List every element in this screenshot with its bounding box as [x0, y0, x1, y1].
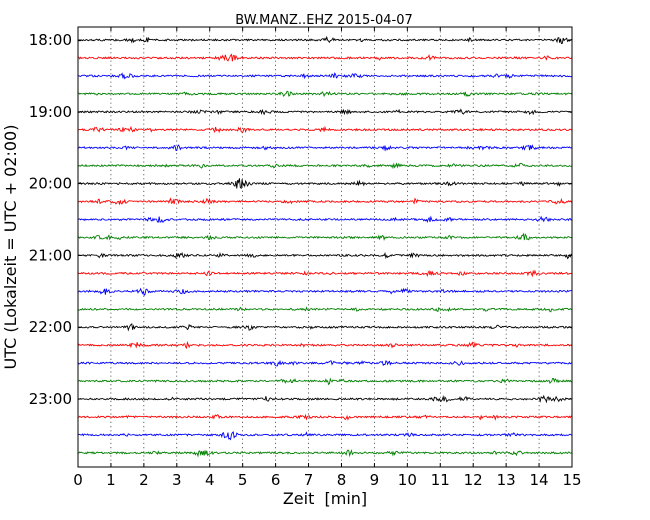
- x-tick-label: 1: [106, 471, 116, 489]
- trace-line: [77, 90, 573, 98]
- x-tick-label: 12: [464, 471, 483, 489]
- traces-group: [77, 35, 573, 458]
- x-tick-label: 2: [139, 471, 149, 489]
- trace-line: [77, 144, 573, 152]
- trace-line: [77, 449, 573, 458]
- trace-line: [77, 413, 573, 421]
- x-tick-label: 6: [271, 471, 281, 489]
- x-tick-label: 4: [205, 471, 215, 489]
- trace-line: [77, 178, 573, 190]
- x-tick-label: 8: [337, 471, 347, 489]
- trace-line: [77, 269, 573, 278]
- x-tick-label: 14: [530, 471, 549, 489]
- x-tick-label: 11: [431, 471, 450, 489]
- trace-line: [77, 377, 573, 386]
- trace-line: [77, 287, 573, 297]
- x-tick-label: 5: [238, 471, 248, 489]
- x-tick-label: 7: [304, 471, 314, 489]
- y-tick-label: 19:00: [29, 103, 72, 121]
- trace-line: [77, 431, 573, 441]
- trace-line: [77, 215, 573, 223]
- trace-line: [77, 359, 573, 367]
- trace-line: [77, 197, 573, 206]
- y-tick-label: 20:00: [29, 175, 72, 193]
- x-tick-label: 10: [398, 471, 417, 489]
- y-axis-label: UTC (Lokalzeit = UTC + 02:00): [1, 125, 20, 370]
- trace-line: [77, 251, 573, 260]
- trace-line: [77, 323, 573, 332]
- y-tick-label: 18:00: [29, 31, 72, 49]
- x-tick-label: 15: [562, 471, 581, 489]
- trace-line: [77, 53, 573, 62]
- trace-line: [77, 108, 573, 116]
- y-tick-label: 23:00: [29, 390, 72, 408]
- y-tick-label: 21:00: [29, 246, 72, 264]
- trace-line: [77, 306, 573, 313]
- trace-line: [77, 340, 573, 349]
- x-tick-label: 3: [172, 471, 182, 489]
- chart-title: BW.MANZ..EHZ 2015-04-07: [235, 13, 413, 28]
- plot-frame: [77, 26, 573, 468]
- x-tick-label: 13: [497, 471, 516, 489]
- y-tick-label: 22:00: [29, 318, 72, 336]
- trace-line: [77, 125, 573, 134]
- x-tick-label: 9: [370, 471, 380, 489]
- trace-line: [77, 72, 573, 80]
- trace-line: [77, 232, 573, 242]
- trace-line: [77, 162, 573, 170]
- trace-line: [77, 35, 573, 44]
- x-tick-label: 0: [73, 471, 83, 489]
- x-axis-label: Zeit [min]: [283, 489, 367, 508]
- trace-line: [77, 394, 573, 404]
- x-ticks: 0 1 2 3 4 5 6 7 8 9 10 11 12 13 14 15: [73, 27, 582, 489]
- y-ticks: 18:00 19:00 20:00 21:00 22:00 23:00: [29, 31, 572, 408]
